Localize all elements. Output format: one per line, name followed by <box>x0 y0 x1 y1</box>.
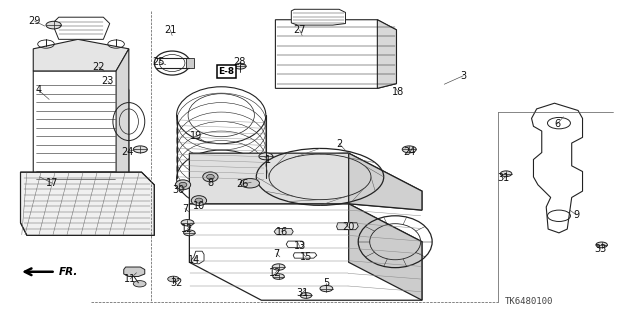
Polygon shape <box>286 241 304 248</box>
Text: 9: 9 <box>573 210 579 220</box>
Text: 27: 27 <box>293 25 306 35</box>
Text: 18: 18 <box>392 86 404 97</box>
Polygon shape <box>378 20 396 88</box>
Text: 3: 3 <box>460 71 467 81</box>
Ellipse shape <box>175 180 191 190</box>
Polygon shape <box>191 251 204 264</box>
Text: 1: 1 <box>265 154 271 165</box>
Text: 20: 20 <box>342 222 355 233</box>
Polygon shape <box>349 204 422 300</box>
Ellipse shape <box>168 276 179 282</box>
Text: 4: 4 <box>35 85 42 95</box>
Ellipse shape <box>207 174 214 179</box>
Text: 7: 7 <box>273 249 280 259</box>
Polygon shape <box>189 153 422 210</box>
Text: 29: 29 <box>28 16 41 26</box>
Ellipse shape <box>133 146 147 153</box>
Ellipse shape <box>241 178 259 188</box>
Text: 23: 23 <box>102 76 114 86</box>
Text: 2: 2 <box>336 139 342 149</box>
Text: 16: 16 <box>276 226 288 237</box>
Polygon shape <box>293 253 317 258</box>
Ellipse shape <box>181 219 194 226</box>
Text: E-8: E-8 <box>218 67 234 76</box>
Polygon shape <box>532 103 582 233</box>
Polygon shape <box>349 153 422 210</box>
Ellipse shape <box>46 21 61 29</box>
Ellipse shape <box>596 242 607 248</box>
Text: 5: 5 <box>323 278 330 288</box>
Text: 17: 17 <box>46 178 58 188</box>
Text: 8: 8 <box>207 178 214 188</box>
Polygon shape <box>20 172 154 235</box>
Ellipse shape <box>500 171 512 177</box>
Text: 11: 11 <box>124 274 136 284</box>
Ellipse shape <box>184 230 195 236</box>
Text: 7: 7 <box>182 204 188 213</box>
Text: 26: 26 <box>236 179 248 189</box>
Text: 31: 31 <box>296 288 308 298</box>
Text: 19: 19 <box>189 131 202 141</box>
Ellipse shape <box>402 146 416 153</box>
Ellipse shape <box>195 198 203 203</box>
Polygon shape <box>186 58 194 69</box>
Text: 25: 25 <box>152 57 165 67</box>
Text: 6: 6 <box>554 119 560 129</box>
Ellipse shape <box>259 153 273 160</box>
Text: 24: 24 <box>403 147 415 157</box>
Text: 15: 15 <box>300 252 312 262</box>
Text: FR.: FR. <box>59 267 78 277</box>
Ellipse shape <box>272 264 285 270</box>
Ellipse shape <box>235 63 246 69</box>
Text: 32: 32 <box>170 278 183 288</box>
Text: 30: 30 <box>172 185 185 196</box>
Ellipse shape <box>133 281 146 287</box>
Ellipse shape <box>300 293 312 298</box>
Text: 12: 12 <box>269 268 282 278</box>
Text: 28: 28 <box>234 57 246 67</box>
Polygon shape <box>33 39 129 71</box>
Polygon shape <box>33 71 129 185</box>
Text: 22: 22 <box>93 62 105 72</box>
Text: 14: 14 <box>188 255 200 265</box>
Polygon shape <box>116 49 129 185</box>
Polygon shape <box>189 204 422 300</box>
Text: 24: 24 <box>122 147 134 157</box>
Text: 12: 12 <box>181 224 194 234</box>
Text: 13: 13 <box>294 241 306 251</box>
Text: 31: 31 <box>497 174 509 183</box>
Text: 33: 33 <box>595 244 607 254</box>
Polygon shape <box>274 228 293 235</box>
Text: 21: 21 <box>164 25 177 35</box>
Ellipse shape <box>203 172 218 182</box>
Polygon shape <box>337 223 358 230</box>
Text: 10: 10 <box>193 201 205 211</box>
Text: TK6480100: TK6480100 <box>505 297 553 306</box>
Ellipse shape <box>320 286 333 292</box>
Polygon shape <box>52 17 109 39</box>
Ellipse shape <box>191 196 207 205</box>
Ellipse shape <box>179 182 187 187</box>
Polygon shape <box>124 267 145 277</box>
Polygon shape <box>275 20 396 88</box>
Polygon shape <box>291 9 346 25</box>
Ellipse shape <box>273 274 284 279</box>
